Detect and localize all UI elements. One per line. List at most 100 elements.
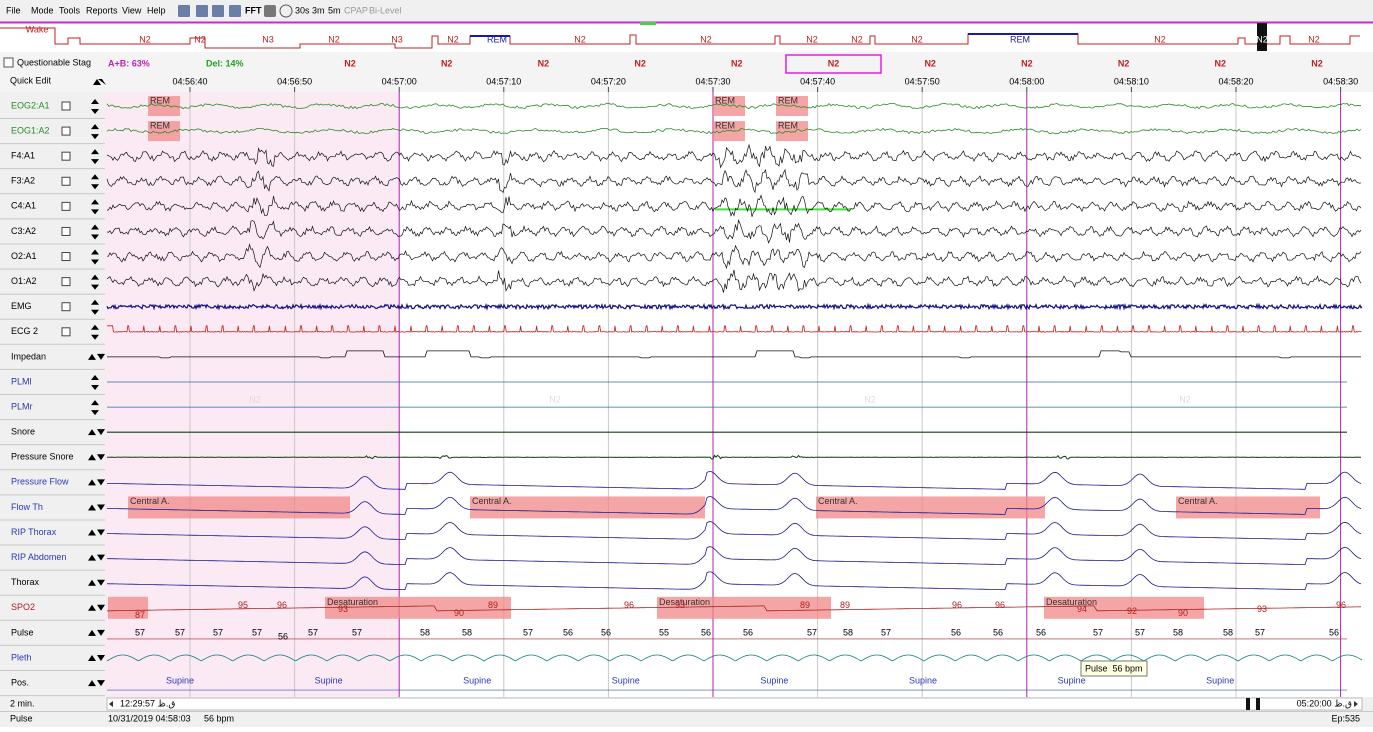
scale-down[interactable] xyxy=(91,159,99,165)
channel-label[interactable]: EOG2:A1 xyxy=(11,100,50,110)
scale-down[interactable] xyxy=(91,209,99,215)
epoch-stage[interactable]: N2 xyxy=(634,58,646,68)
scroll-right[interactable] xyxy=(1354,701,1358,707)
scale-down[interactable] xyxy=(97,353,105,360)
scale-up[interactable] xyxy=(91,274,99,280)
scale-up[interactable] xyxy=(88,479,96,486)
channel-label[interactable]: Pleth xyxy=(11,652,32,662)
quick-edit[interactable]: Quick Edit xyxy=(10,75,52,85)
scale-up[interactable] xyxy=(88,554,96,561)
channel-label[interactable]: Pressure Snore xyxy=(11,452,74,462)
scale-up[interactable] xyxy=(88,504,96,511)
scale-up[interactable] xyxy=(91,249,99,255)
menu-item[interactable]: File xyxy=(6,5,21,15)
scale-down[interactable] xyxy=(91,234,99,240)
scale-down[interactable] xyxy=(91,410,99,416)
channel-label[interactable]: ECG 2 xyxy=(11,326,38,336)
scale-down[interactable] xyxy=(97,504,105,511)
channel-label[interactable]: RIP Thorax xyxy=(11,527,57,537)
scroll-thumb[interactable] xyxy=(1256,698,1260,710)
channel-label[interactable]: Thorax xyxy=(11,577,40,587)
scale-up[interactable] xyxy=(91,149,99,155)
scroll-left[interactable] xyxy=(109,701,113,707)
toolbar-button[interactable]: CPAP xyxy=(344,5,368,15)
channel-label[interactable]: C3:A2 xyxy=(11,226,36,236)
epoch-stage[interactable]: N2 xyxy=(441,58,453,68)
scale-down[interactable] xyxy=(91,184,99,190)
channel-label[interactable]: O1:A2 xyxy=(11,276,37,286)
toolbar-button[interactable]: 3m xyxy=(312,5,325,15)
menu-item[interactable]: View xyxy=(122,5,142,15)
channel-checkbox[interactable] xyxy=(61,327,71,337)
epoch-stage[interactable]: N2 xyxy=(1021,58,1033,68)
sort-arrow[interactable] xyxy=(98,79,106,85)
scroll-thumb[interactable] xyxy=(1246,698,1250,710)
channel-checkbox[interactable] xyxy=(61,226,71,236)
channel-label[interactable]: Flow Th xyxy=(11,502,43,512)
channel-label[interactable]: Pressure Flow xyxy=(11,477,69,487)
scale-up[interactable] xyxy=(88,604,96,611)
toolbar-icon[interactable] xyxy=(264,5,276,17)
scale-up[interactable] xyxy=(88,629,96,636)
channel-label[interactable]: C4:A1 xyxy=(11,201,36,211)
scale-up[interactable] xyxy=(91,199,99,205)
epoch-stage[interactable]: N2 xyxy=(1311,58,1323,68)
menu-item[interactable]: Mode xyxy=(31,5,54,15)
toolbar-button[interactable]: FFT xyxy=(245,5,262,15)
toolbar-button[interactable]: 5m xyxy=(328,5,341,15)
scale-down[interactable] xyxy=(91,309,99,315)
menu-item[interactable]: Help xyxy=(147,5,166,15)
menu-item[interactable]: Reports xyxy=(86,5,118,15)
channel-checkbox[interactable] xyxy=(61,252,71,262)
scale-up[interactable] xyxy=(88,353,96,360)
channel-checkbox[interactable] xyxy=(61,302,71,312)
scale-down[interactable] xyxy=(97,654,105,661)
scale-up[interactable] xyxy=(91,174,99,180)
toolbar-icon[interactable] xyxy=(196,5,208,17)
scale-down[interactable] xyxy=(97,629,105,636)
scale-up[interactable] xyxy=(91,124,99,130)
channel-checkbox[interactable] xyxy=(61,126,71,136)
epoch-stage[interactable]: N2 xyxy=(1118,58,1130,68)
scale-down[interactable] xyxy=(91,109,99,114)
channel-label[interactable]: EOG1:A2 xyxy=(11,125,50,135)
scale-down[interactable] xyxy=(91,259,99,265)
scale-up[interactable] xyxy=(91,324,99,330)
epoch-stage[interactable]: N2 xyxy=(538,58,550,68)
channel-label[interactable]: SPO2 xyxy=(11,602,35,612)
questionable-stage[interactable]: Questionable Stag xyxy=(17,57,91,67)
channel-label[interactable]: O2:A1 xyxy=(11,251,37,261)
epoch-stage[interactable]: N2 xyxy=(1215,58,1227,68)
epoch-stage[interactable]: N2 xyxy=(924,58,936,68)
toolbar-icon[interactable] xyxy=(178,5,190,17)
scale-down[interactable] xyxy=(97,554,105,561)
scale-up[interactable] xyxy=(91,400,99,406)
scale-up[interactable] xyxy=(88,454,96,461)
channel-label[interactable]: Snore xyxy=(11,427,35,437)
checkbox[interactable] xyxy=(3,57,14,68)
channel-label[interactable]: EMG xyxy=(11,301,32,311)
channel-checkbox[interactable] xyxy=(61,151,71,161)
channel-label[interactable]: Pos. xyxy=(11,677,29,687)
channel-checkbox[interactable] xyxy=(61,176,71,186)
scale-down[interactable] xyxy=(91,384,99,390)
scale-up[interactable] xyxy=(88,680,96,687)
channel-label[interactable]: F4:A1 xyxy=(11,151,35,161)
scale-up[interactable] xyxy=(88,579,96,586)
menu-item[interactable]: Tools xyxy=(59,5,81,15)
channel-label[interactable]: Impedan xyxy=(11,351,46,361)
scale-down[interactable] xyxy=(91,134,99,140)
epoch-stage[interactable]: N2 xyxy=(731,58,743,68)
channel-label[interactable]: PLMr xyxy=(11,401,33,411)
scale-up[interactable] xyxy=(88,529,96,536)
toolbar-icon[interactable] xyxy=(212,5,224,17)
scale-up[interactable] xyxy=(88,654,96,661)
channel-checkbox[interactable] xyxy=(61,277,71,287)
channel-checkbox[interactable] xyxy=(61,101,71,111)
epoch-stage[interactable]: N2 xyxy=(828,58,840,68)
epoch-stage[interactable]: N2 xyxy=(344,58,356,68)
scale-up[interactable] xyxy=(91,374,99,380)
scale-up[interactable] xyxy=(88,429,96,436)
toolbar-icon[interactable] xyxy=(229,5,241,17)
scale-down[interactable] xyxy=(91,334,99,340)
